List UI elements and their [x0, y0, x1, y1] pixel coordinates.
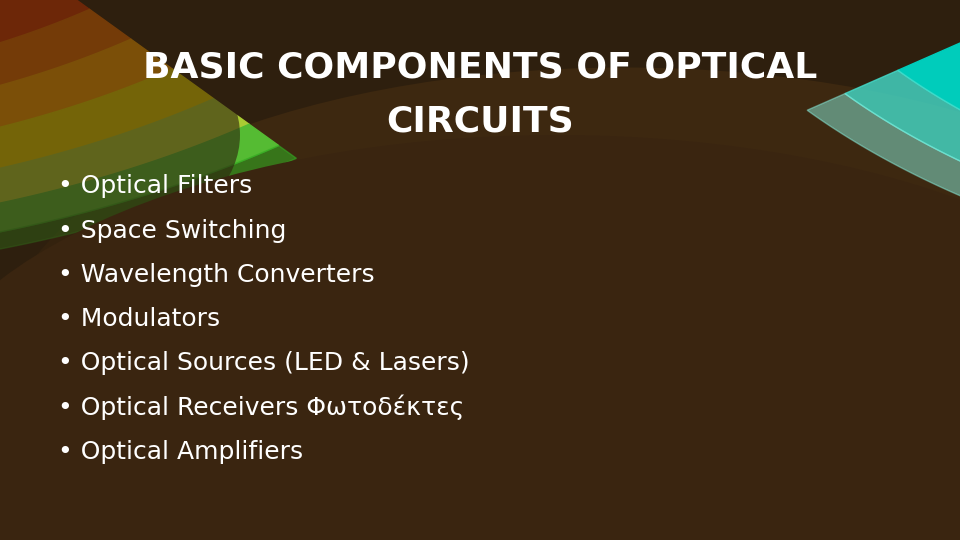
Polygon shape	[0, 124, 278, 259]
Ellipse shape	[0, 68, 960, 540]
Text: • Optical Sources (LED & Lasers): • Optical Sources (LED & Lasers)	[58, 352, 469, 375]
Text: • Optical Receivers Φωτοδέκτες: • Optical Receivers Φωτοδέκτες	[58, 395, 464, 421]
Polygon shape	[0, 9, 131, 125]
Polygon shape	[0, 39, 172, 163]
Polygon shape	[807, 93, 960, 268]
Polygon shape	[898, 37, 960, 207]
Text: CIRCUITS: CIRCUITS	[386, 105, 574, 138]
Ellipse shape	[0, 0, 240, 297]
Polygon shape	[0, 0, 89, 88]
Polygon shape	[845, 70, 960, 242]
Text: • Optical Amplifiers: • Optical Amplifiers	[58, 440, 302, 464]
Ellipse shape	[0, 405, 960, 540]
Ellipse shape	[0, 135, 960, 540]
Polygon shape	[0, 99, 250, 232]
Text: • Wavelength Converters: • Wavelength Converters	[58, 263, 374, 287]
Text: • Space Switching: • Space Switching	[58, 219, 286, 242]
Polygon shape	[0, 69, 214, 200]
Text: • Modulators: • Modulators	[58, 307, 220, 331]
Text: • Optical Filters: • Optical Filters	[58, 174, 252, 198]
Polygon shape	[0, 146, 297, 275]
Polygon shape	[0, 0, 48, 51]
Text: BASIC COMPONENTS OF OPTICAL: BASIC COMPONENTS OF OPTICAL	[143, 51, 817, 84]
